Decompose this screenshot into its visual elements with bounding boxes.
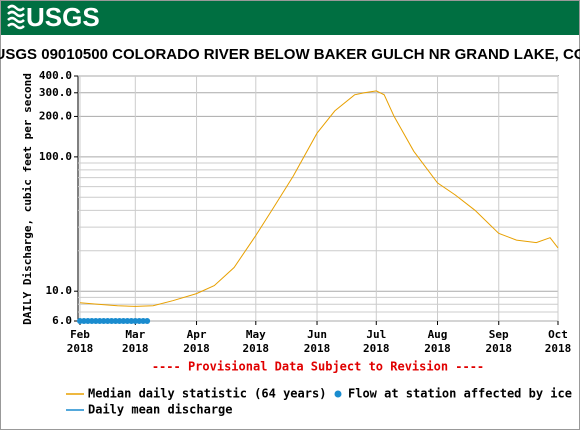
legend-label: Median daily statistic (64 years) (88, 387, 326, 401)
x-tick-label: 2018 (183, 342, 210, 355)
y-tick-label: 100.0 (39, 150, 72, 163)
x-tick-label: Oct (548, 328, 568, 341)
y-tick-label: 300.0 (39, 86, 72, 99)
plot-background (77, 75, 559, 322)
x-tick-label: Jun (307, 328, 327, 341)
ice-marker (144, 318, 151, 324)
x-tick-label: 2018 (304, 342, 331, 355)
x-tick-label: 2018 (67, 342, 94, 355)
legend-label: Daily mean discharge (88, 403, 233, 417)
y-axis-label: DAILY Discharge, cubic feet per second (21, 73, 34, 325)
y-tick-label: 400.0 (39, 69, 72, 82)
x-tick-label: 2018 (424, 342, 451, 355)
x-tick-label: 2018 (122, 342, 149, 355)
y-tick-label: 10.0 (46, 284, 73, 297)
annotation: ---- Provisional Data Subject to Revisio… (152, 360, 484, 374)
x-tick-label: Jul (366, 328, 386, 341)
x-tick-label: 2018 (363, 342, 390, 355)
series-line (79, 90, 559, 307)
header-band (1, 1, 579, 35)
x-tick-label: Sep (489, 328, 509, 341)
x-tick-label: Aug (428, 328, 448, 341)
x-tick-label: Feb (70, 328, 90, 341)
x-tick-label: May (246, 328, 266, 341)
logo: USGS (26, 2, 100, 32)
x-tick-label: Mar (125, 328, 145, 341)
x-tick-label: 2018 (545, 342, 572, 355)
chart-title: USGS 09010500 COLORADO RIVER BELOW BAKER… (0, 46, 580, 63)
y-tick-label: 200.0 (39, 109, 72, 122)
x-tick-label: Apr (187, 328, 207, 341)
logo-waves (7, 4, 25, 30)
plot-area: 6.010.0100.0200.0300.0400.0Feb2018Mar201… (39, 69, 572, 417)
legend-label: Flow at station affected by ice (348, 387, 572, 401)
y-tick-label: 6.0 (52, 314, 72, 327)
legend-marker (334, 390, 342, 398)
x-tick-label: 2018 (485, 342, 512, 355)
x-tick-label: 2018 (243, 342, 270, 355)
